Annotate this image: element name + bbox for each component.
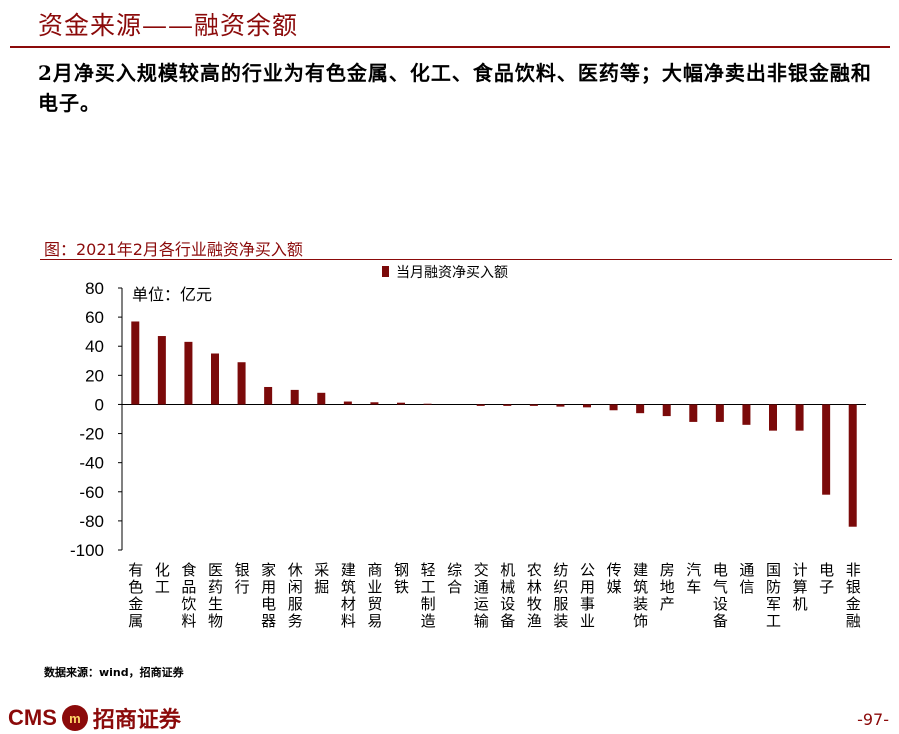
bar — [211, 353, 219, 405]
x-tick-label: 机械设备 — [498, 562, 516, 630]
bar — [689, 404, 698, 422]
logo-mark-letter: m — [69, 710, 81, 726]
y-tick-label: -100 — [70, 541, 104, 560]
x-tick-label: 交通运输 — [472, 561, 490, 630]
figure-title: 图：2021年2月各行业融资净买入额 — [44, 240, 303, 259]
x-tick-label: 有色金属 — [126, 562, 144, 630]
x-tick-label: 纺织服装 — [551, 562, 569, 630]
y-tick-label: -20 — [79, 425, 104, 444]
y-tick-label: -80 — [79, 512, 104, 531]
bar — [503, 404, 512, 406]
page-number: -97- — [857, 710, 889, 729]
x-tick-label: 房地产 — [658, 562, 676, 613]
y-tick-label: 80 — [85, 279, 104, 298]
bar — [397, 402, 405, 405]
y-tick-label: 20 — [85, 366, 104, 385]
x-tick-label: 综合 — [445, 562, 463, 596]
bar — [742, 404, 751, 425]
x-tick-label: 通信 — [737, 562, 755, 596]
x-tick-label: 商业贸易 — [365, 562, 383, 630]
y-tick-label: 60 — [85, 308, 104, 327]
x-tick-label: 公用事业 — [578, 562, 596, 630]
x-tick-label: 采掘 — [312, 562, 330, 596]
x-tick-label: 非银金融 — [844, 562, 862, 630]
x-tick-label: 钢铁 — [392, 562, 410, 596]
legend-swatch — [382, 266, 389, 277]
bar — [556, 404, 565, 407]
bar — [848, 404, 857, 527]
bar — [609, 404, 618, 411]
logo-text: CMS — [8, 705, 57, 730]
x-tick-label: 轻工制造 — [419, 562, 437, 630]
y-tick-label: 0 — [95, 395, 104, 414]
bar — [822, 404, 831, 495]
logo-mark-icon: m — [61, 705, 88, 731]
bar — [476, 404, 485, 406]
x-tick-label: 计算机 — [791, 562, 809, 613]
bar — [370, 402, 379, 405]
bar — [529, 404, 538, 406]
bar — [662, 404, 671, 417]
bar — [423, 403, 432, 405]
y-tick-label: 40 — [85, 337, 104, 356]
bar — [636, 404, 645, 414]
bar — [290, 389, 299, 405]
x-tick-label: 农林牧渔 — [525, 562, 543, 630]
x-tick-label: 建筑材料 — [339, 562, 357, 630]
y-tick-label: -60 — [79, 483, 104, 502]
logo-chinese-name: 招商证券 — [92, 707, 181, 733]
page-title: 资金来源——融资余额 — [38, 11, 299, 40]
x-tick-label: 电气设备 — [711, 562, 729, 630]
x-tick-label: 电子 — [817, 562, 835, 596]
title-divider — [10, 46, 890, 48]
company-logo: CMS m 招商证券 — [8, 704, 181, 733]
data-source: 数据来源：wind，招商证券 — [44, 666, 184, 679]
x-tick-label: 建筑装饰 — [631, 562, 649, 630]
bar — [157, 336, 166, 405]
unit-label: 单位：亿元 — [132, 285, 212, 304]
x-tick-label: 化工 — [153, 562, 171, 596]
bar — [343, 401, 352, 405]
bar — [795, 404, 804, 431]
x-tick-label: 休闲服务 — [286, 562, 304, 630]
x-tick-label: 国防军工 — [764, 562, 782, 630]
bar — [715, 404, 724, 422]
bar-chart: 80 60 40 20 0 -20 -40 -60 -80 -100 有色金属 化工 食品饮料 医药生物银… — [70, 265, 866, 630]
figure-divider — [40, 259, 892, 260]
summary-text: 2月净买入规模较高的行业为有色金属、化工、食品饮料、医药等；大幅净卖出非银金融和… — [38, 61, 872, 115]
bar — [769, 404, 777, 431]
x-tick-label: 传媒 — [605, 562, 623, 596]
x-tick-label: 银行 — [233, 562, 251, 596]
x-tick-label: 汽车 — [684, 562, 702, 596]
y-tick-label: -40 — [79, 454, 104, 473]
bar — [264, 386, 273, 405]
bar — [184, 341, 193, 405]
bar — [317, 392, 326, 405]
x-tick-label: 食品饮料 — [179, 562, 197, 630]
legend-label: 当月融资净买入额 — [396, 265, 508, 281]
bar — [131, 321, 140, 405]
bar — [237, 362, 246, 405]
bar — [583, 404, 591, 408]
x-tick-label: 家用电器 — [259, 562, 277, 630]
x-tick-label: 医药生物 — [206, 562, 224, 630]
